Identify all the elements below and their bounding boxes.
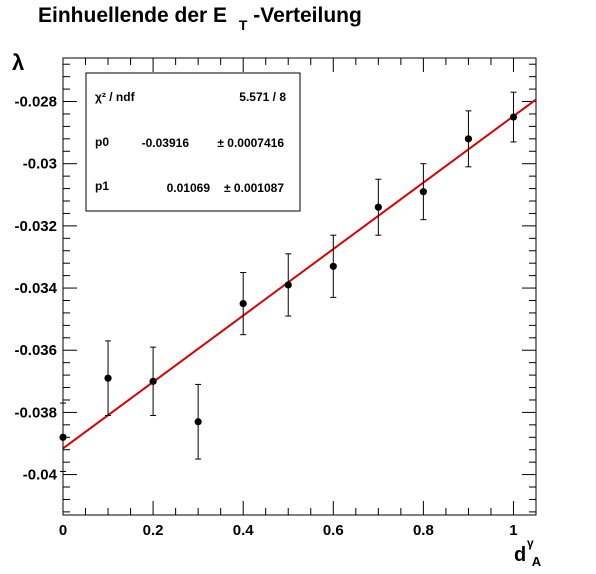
x-tick-label: 0 <box>59 522 67 539</box>
x-axis-tick-labels: 0 0.2 0.4 0.6 0.8 1 <box>59 522 518 539</box>
data-marker <box>104 374 112 382</box>
x-axis-ticks <box>62 58 537 515</box>
data-point <box>374 178 382 236</box>
data-marker <box>149 377 157 385</box>
data-point <box>284 253 292 317</box>
x-tick-label: 0.8 <box>413 522 434 539</box>
data-points <box>59 91 518 472</box>
chi2-label: χ² / ndf <box>95 90 136 104</box>
y-axis-ticks <box>63 63 536 513</box>
chart-title-subscript: T <box>239 17 248 33</box>
y-tick-label: -0.03 <box>23 156 57 173</box>
y-tick-label: -0.034 <box>14 280 57 297</box>
y-tick-label: -0.028 <box>14 94 57 111</box>
x-axis-label-main: d <box>514 544 526 566</box>
chi2-value: 5.571 / 8 <box>239 90 286 104</box>
data-point <box>419 163 427 221</box>
data-point <box>464 110 473 168</box>
data-marker <box>284 281 292 289</box>
x-tick-label: 0.6 <box>323 522 344 539</box>
x-tick-label: 0.4 <box>233 522 255 539</box>
x-tick-label: 1 <box>509 522 517 539</box>
x-tick-label: 0.2 <box>143 522 164 539</box>
p0-label: p0 <box>95 135 109 149</box>
fit-line <box>62 98 537 450</box>
data-marker <box>419 188 427 196</box>
p1-error: ± 0.001087 <box>224 181 284 195</box>
y-axis-tick-labels: -0.04 -0.038 -0.036 -0.034 -0.032 -0.03 -0.028 <box>14 94 57 484</box>
data-point <box>194 383 202 460</box>
y-tick-label: -0.032 <box>14 218 57 235</box>
chart-title-suffix: -Verteilung <box>253 4 362 27</box>
x-axis-label-subscript: A <box>532 554 542 569</box>
y-tick-label: -0.04 <box>23 467 58 484</box>
data-point <box>329 234 337 298</box>
y-tick-label: -0.036 <box>14 342 57 359</box>
p1-label: p1 <box>95 179 109 193</box>
data-point <box>104 340 112 417</box>
plot-frame <box>62 57 537 516</box>
data-marker <box>194 418 202 426</box>
data-marker <box>239 299 247 308</box>
p0-error: ± 0.0007416 <box>217 136 284 150</box>
data-point <box>509 91 518 143</box>
data-marker <box>59 433 67 441</box>
data-point <box>59 402 67 472</box>
y-axis-label: λ <box>12 50 24 75</box>
data-marker <box>464 135 473 143</box>
data-marker <box>374 203 382 211</box>
data-point <box>239 272 247 336</box>
x-axis-label: d A <box>514 544 542 569</box>
data-point <box>149 346 157 417</box>
data-marker <box>509 113 518 121</box>
chart-title: Einhuellende der E T -Verteilung <box>38 4 362 35</box>
chart-title-main: Einhuellende der E <box>38 4 227 27</box>
x-axis-label-superscript: γ <box>527 536 534 550</box>
data-marker <box>329 262 337 270</box>
y-tick-label: -0.038 <box>14 404 57 421</box>
fit-stats-box: χ² / ndf 5.571 / 8 p0 -0.03916 ± 0.00074… <box>85 72 301 212</box>
p1-value: 0.01069 <box>167 181 211 195</box>
stats-box-frame <box>85 72 301 212</box>
p0-value: -0.03916 <box>142 136 190 150</box>
